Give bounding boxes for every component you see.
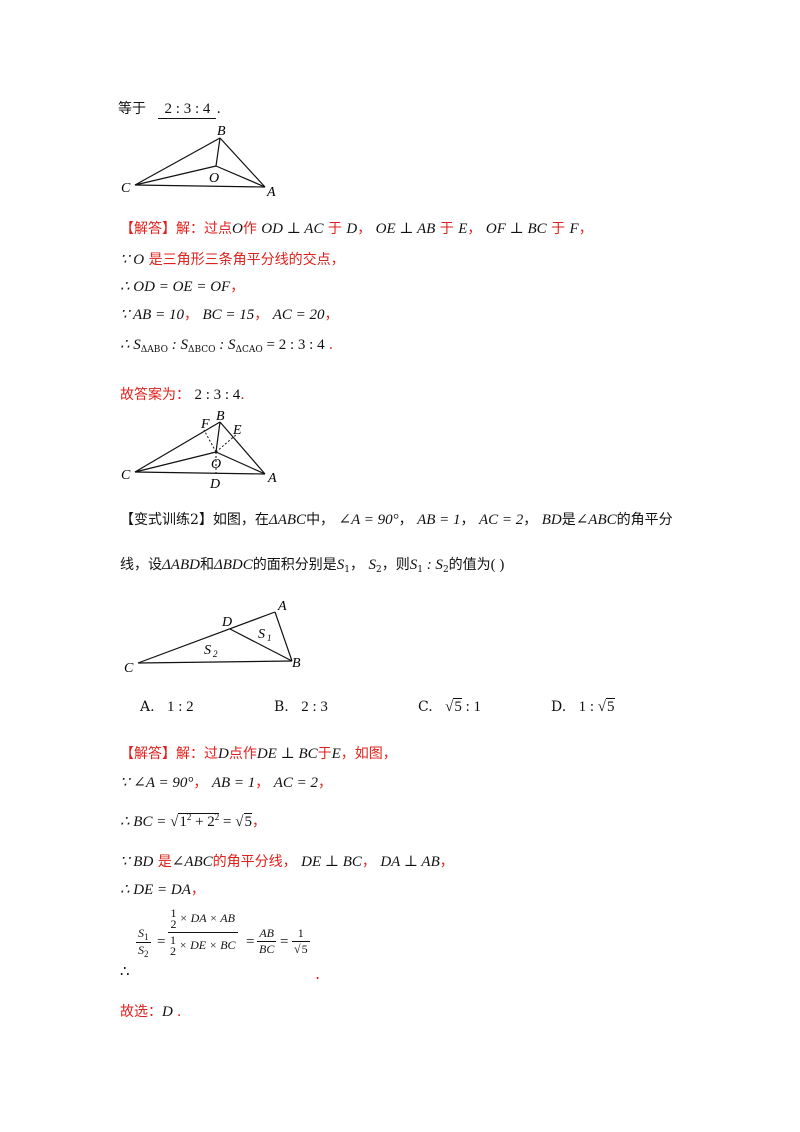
label-E: E xyxy=(232,423,242,438)
label-F: F xyxy=(200,417,210,432)
label-C: C xyxy=(124,661,134,676)
solution2-final: 故选：D. xyxy=(120,1004,182,1020)
one-over-sqrt5: 1 √5 xyxy=(292,926,310,956)
label-A: A xyxy=(266,185,276,200)
label-S2: S xyxy=(204,643,211,658)
label-S1-sub: 1 xyxy=(267,633,272,643)
solution2-line4: ∵ BD 是∠ABC的角平分线， DE ⊥ BC， DA ⊥ AB， xyxy=(120,854,454,870)
option-c[interactable]: C. √5 : 1 xyxy=(418,698,482,715)
label-S1: S xyxy=(258,627,265,642)
variant-line2: 线，设ΔABD和ΔBDC的面积分别是S1， S2，则S1 : S2的值为( ) xyxy=(120,557,505,575)
triangle-figure-1: B C O A xyxy=(121,124,276,200)
option-a[interactable]: A. 1 : 2 xyxy=(140,699,194,715)
triangle-figure-3: D A S 1 S 2 C B xyxy=(124,599,301,676)
label-B: B xyxy=(216,409,225,424)
label-C: C xyxy=(121,181,131,196)
label-A: A xyxy=(267,471,277,486)
label-C: C xyxy=(121,468,131,483)
variant-line1: 【变式训练2】如图，在ΔABC中， ∠A = 90°， AB = 1， AC =… xyxy=(120,512,673,528)
answer-suffix: . xyxy=(216,101,221,117)
answer-prefix: 等于 xyxy=(118,101,146,117)
label-D: D xyxy=(221,615,232,630)
label-A: A xyxy=(277,599,287,614)
solution2-line1: 【解答】解：过D点作DE ⊥ BC于E，如图， xyxy=(120,746,397,762)
label-S2-sub: 2 xyxy=(213,649,218,659)
answer-blank: 2 : 3 : 4 xyxy=(158,100,217,119)
s1-over-s2: S1 S2 xyxy=(136,926,151,959)
solution1-line4: ∵ AB = 10， BC = 15， AC = 20， xyxy=(120,307,339,323)
solution-tag: 【解答】 xyxy=(120,221,176,237)
option-b[interactable]: B. 2 : 3 xyxy=(274,699,328,715)
solution2-line2: ∵ ∠A = 90°， AB = 1， AC = 2， xyxy=(120,775,333,791)
label-D: D xyxy=(209,477,220,492)
solution1-line3: ∴ OD = OE = OF， xyxy=(120,279,245,295)
ab-over-bc: AB BC xyxy=(257,926,277,956)
solution2-line5: ∴ DE = DA， xyxy=(120,882,205,898)
solution1-line1: 【解答】解：过点O作 OD ⊥ AC 于 D， OE ⊥ AB 于 E， OF … xyxy=(120,221,593,237)
label-O: O xyxy=(209,171,219,186)
label-O: O xyxy=(211,457,221,472)
solution1-line5: ∴ SΔABO : SΔBCO : SΔCAO = 2 : 3 : 4. xyxy=(120,337,334,355)
solution2-line3: ∴ BC = √12 + 22 = √5， xyxy=(120,812,266,830)
solution1-line2: ∵ O 是三角形三条角平分线的交点， xyxy=(120,252,345,268)
label-B: B xyxy=(292,656,301,671)
triangle-figure-2: F B E C O A D xyxy=(121,409,277,492)
answer1-line: 故答案为： 2 : 3 : 4. xyxy=(120,387,245,403)
answer-line: 等于 2 : 3 : 4. xyxy=(118,100,221,119)
label-B: B xyxy=(217,124,226,139)
option-d[interactable]: D. 1 : √5 xyxy=(551,698,615,715)
